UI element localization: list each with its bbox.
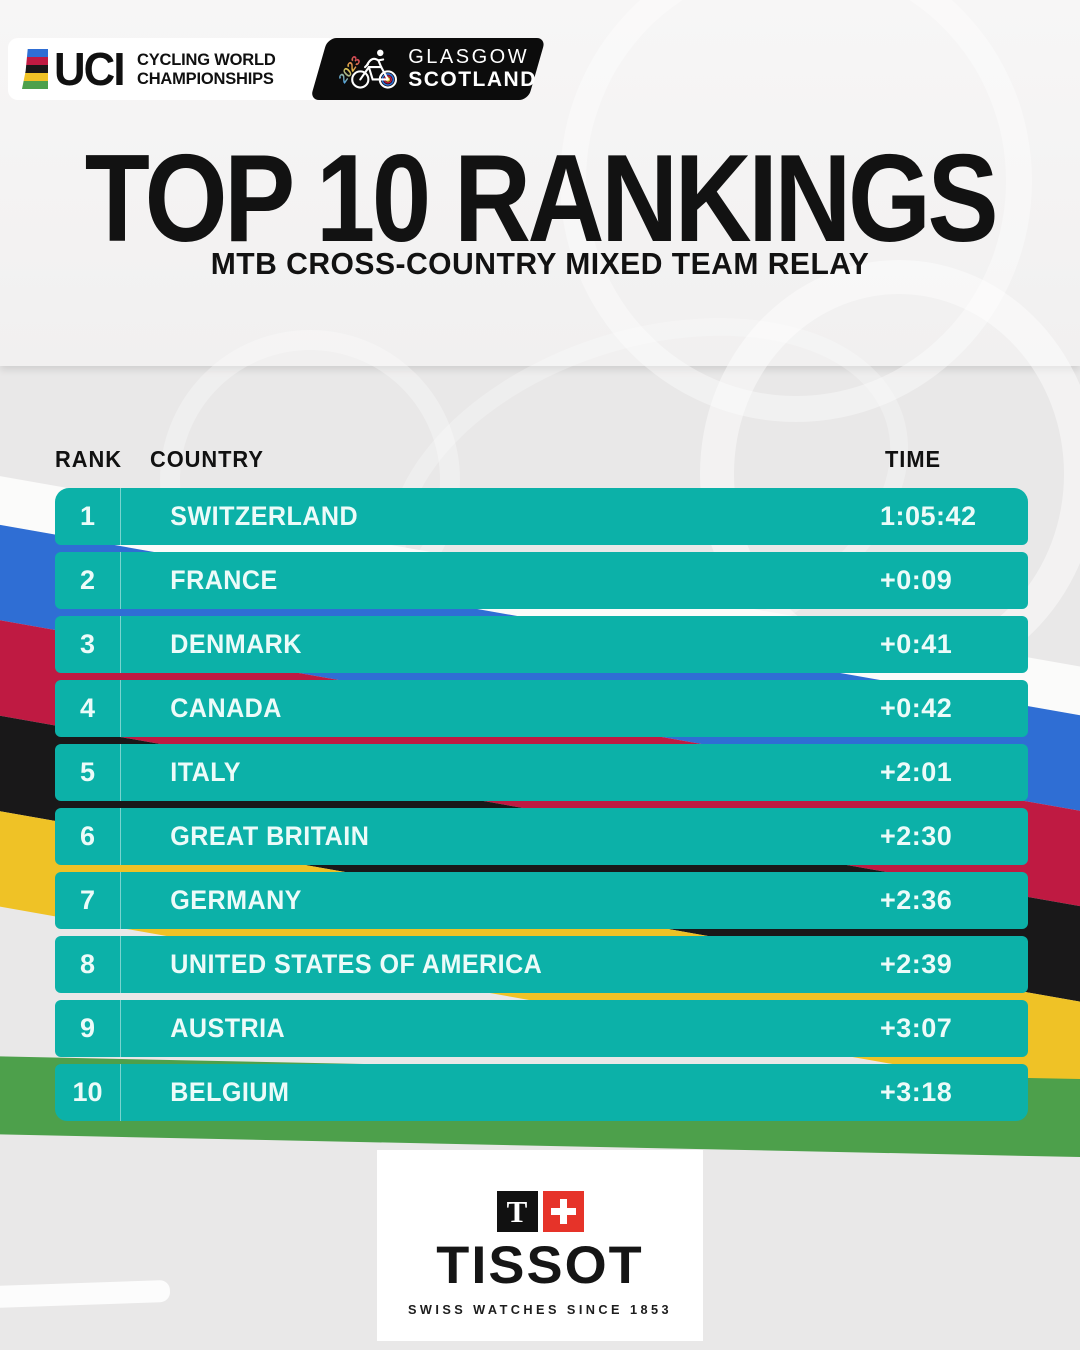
country-cell: FRANCE bbox=[170, 565, 278, 595]
table-row: 10 BELGIUM +3:18 bbox=[55, 1064, 1028, 1121]
glasgow-event-badge: 2023 GLASGOW bbox=[310, 38, 546, 100]
rank-divider bbox=[120, 1064, 121, 1121]
rank-cell: 5 bbox=[79, 757, 96, 787]
country-cell: GREAT BRITAIN bbox=[170, 821, 370, 851]
uci-logo: UCI CYCLING WORLD CHAMPIONSHIPS bbox=[8, 38, 338, 100]
rank-divider bbox=[120, 872, 121, 929]
uci-wordmark: UCI bbox=[54, 43, 125, 95]
rankings-table: 1 SWITZERLAND 1:05:42 2 FRANCE +0:09 3 D… bbox=[55, 488, 1028, 1128]
rank-cell: 2 bbox=[79, 565, 96, 595]
uci-championships-label: CYCLING WORLD CHAMPIONSHIPS bbox=[137, 50, 276, 88]
rank-cell: 1 bbox=[79, 501, 96, 531]
rank-cell: 3 bbox=[79, 629, 96, 659]
white-brush-streak bbox=[0, 1279, 171, 1309]
country-cell: SWITZERLAND bbox=[170, 501, 359, 531]
rank-cell: 8 bbox=[79, 949, 96, 979]
country-cell: CANADA bbox=[170, 693, 282, 723]
time-cell: +2:30 bbox=[880, 821, 953, 851]
swiss-cross-icon bbox=[542, 1191, 584, 1232]
time-cell: +0:09 bbox=[880, 565, 953, 595]
table-row: 8 UNITED STATES OF AMERICA +2:39 bbox=[55, 936, 1028, 993]
time-cell: +2:01 bbox=[880, 757, 953, 787]
rank-divider bbox=[120, 744, 121, 801]
rank-divider bbox=[120, 808, 121, 865]
tissot-tagline: SWISS WATCHES SINCE 1853 bbox=[407, 1302, 673, 1317]
time-cell: +2:36 bbox=[880, 885, 953, 915]
time-cell: +3:18 bbox=[880, 1077, 953, 1107]
uci-rainbow-mark-icon bbox=[22, 49, 48, 89]
rank-cell: 7 bbox=[79, 885, 96, 915]
time-cell: 1:05:42 bbox=[880, 501, 977, 531]
rank-divider bbox=[120, 488, 121, 545]
table-row: 5 ITALY +2:01 bbox=[55, 744, 1028, 801]
rank-cell: 4 bbox=[79, 693, 96, 723]
table-row: 2 FRANCE +0:09 bbox=[55, 552, 1028, 609]
country-cell: BELGIUM bbox=[170, 1077, 290, 1107]
rank-cell: 9 bbox=[79, 1013, 96, 1043]
page-subtitle: MTB CROSS-COUNTRY MIXED TEAM RELAY bbox=[210, 246, 870, 281]
rank-divider bbox=[120, 616, 121, 673]
table-row: 4 CANADA +0:42 bbox=[55, 680, 1028, 737]
event-location: GLASGOW SCOTLAND bbox=[408, 46, 537, 91]
rank-cell: 10 bbox=[72, 1077, 103, 1107]
table-row: 6 GREAT BRITAIN +2:30 bbox=[55, 808, 1028, 865]
country-cell: GERMANY bbox=[170, 885, 302, 915]
country-cell: ITALY bbox=[170, 757, 241, 787]
country-cell: AUSTRIA bbox=[170, 1013, 286, 1043]
time-cell: +0:41 bbox=[880, 629, 953, 659]
time-cell: +3:07 bbox=[880, 1013, 953, 1043]
tissot-emblem: T bbox=[377, 1191, 703, 1232]
rank-divider bbox=[120, 680, 121, 737]
rank-divider bbox=[120, 936, 121, 993]
country-cell: UNITED STATES OF AMERICA bbox=[170, 949, 543, 979]
country-cell: DENMARK bbox=[170, 629, 302, 659]
time-cell: +0:42 bbox=[880, 693, 953, 723]
table-row: 3 DENMARK +0:41 bbox=[55, 616, 1028, 673]
tissot-logo: T TISSOT SWISS WATCHES SINCE 1853 bbox=[377, 1150, 703, 1341]
rank-divider bbox=[120, 552, 121, 609]
tissot-t-icon: T bbox=[496, 1191, 538, 1232]
page-title: TOP 10 RANKINGS bbox=[84, 130, 999, 268]
cyclist-icon bbox=[351, 49, 397, 89]
column-header-time: TIME bbox=[885, 446, 942, 472]
column-header-rank: RANK bbox=[55, 446, 122, 472]
time-cell: +2:39 bbox=[880, 949, 953, 979]
table-row: 9 AUSTRIA +3:07 bbox=[55, 1000, 1028, 1057]
table-column-headers: RANK COUNTRY TIME bbox=[0, 446, 1080, 472]
rank-cell: 6 bbox=[79, 821, 96, 851]
table-row: 1 SWITZERLAND 1:05:42 bbox=[55, 488, 1028, 545]
tissot-wordmark: TISSOT bbox=[436, 1236, 644, 1295]
column-header-country: COUNTRY bbox=[150, 446, 264, 472]
table-row: 7 GERMANY +2:36 bbox=[55, 872, 1028, 929]
rank-divider bbox=[120, 1000, 121, 1057]
